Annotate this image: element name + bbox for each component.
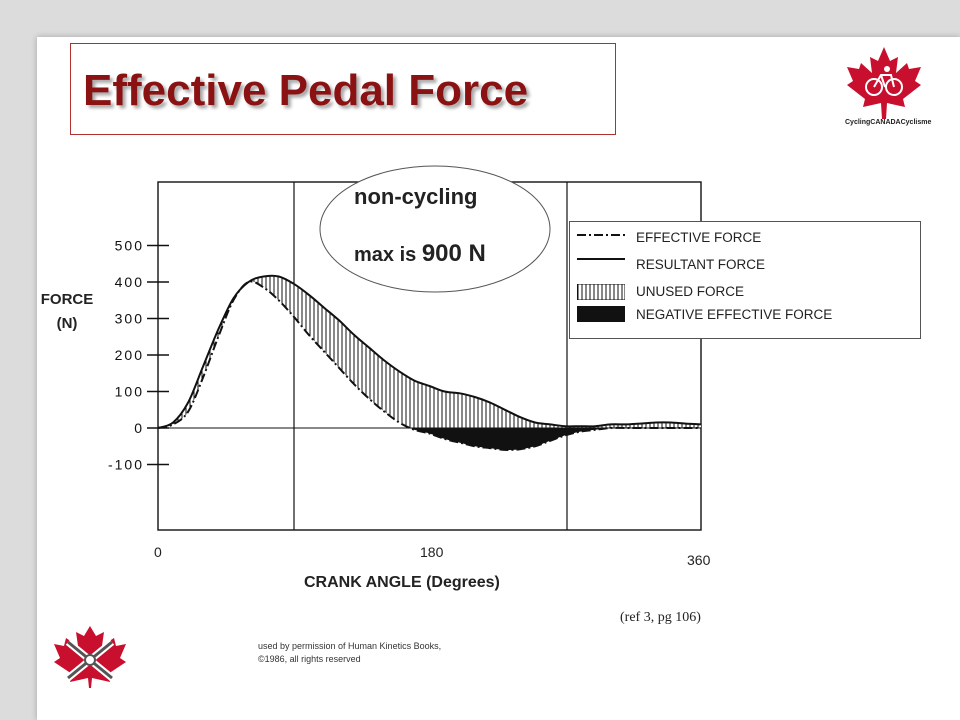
- legend-negative-label: NEGATIVE EFFECTIVE FORCE: [636, 307, 833, 322]
- slide: Effective Pedal Force CyclingCANADACycli…: [37, 37, 960, 720]
- x-axis-label: CRANK ANGLE (Degrees): [304, 574, 500, 591]
- legend-effective-symbol: [577, 234, 625, 236]
- legend-effective-label: EFFECTIVE FORCE: [636, 230, 762, 245]
- y-axis-label-line1: FORCE: [40, 291, 94, 308]
- unused-force-area: [158, 275, 701, 450]
- legend: EFFECTIVE FORCE RESULTANT FORCE UNUSED F…: [569, 221, 921, 339]
- note-line2: max is 900 N: [354, 240, 486, 268]
- slide-title: Effective Pedal Force: [83, 66, 529, 115]
- title-box: Effective Pedal Force: [70, 43, 616, 135]
- resultant-force-line: [157, 274, 702, 429]
- note-ellipse: [319, 165, 551, 293]
- y-ticks: 500 400 300 200 100 0 -100: [108, 238, 169, 473]
- cycling-canada-logo-icon: [847, 47, 921, 119]
- y-axis-label-line2: (N): [56, 315, 78, 332]
- y-tick-label: 200: [115, 347, 144, 363]
- legend-unused-label: UNUSED FORCE: [636, 284, 745, 299]
- reference-note: (ref 3, pg 106): [620, 610, 701, 625]
- permission-line1: used by permission of Human Kinetics Boo…: [258, 641, 442, 651]
- y-tick-label: 400: [115, 274, 144, 290]
- note-line1: non-cycling: [354, 184, 478, 209]
- legend-negative-symbol: [577, 306, 625, 322]
- y-tick-label: 300: [115, 311, 144, 327]
- legend-unused-symbol: [577, 284, 625, 300]
- force-chart: 500 400 300 200 100 0 -100: [108, 181, 702, 531]
- x-tick-label-0: 0: [154, 544, 162, 560]
- legend-resultant-symbol: [577, 258, 625, 260]
- x-tick-label-360: 360: [687, 552, 711, 568]
- negative-effective-force-area: [410, 428, 611, 450]
- logo-text: CyclingCANADACyclisme: [845, 119, 932, 126]
- y-tick-label: 0: [134, 420, 144, 436]
- legend-resultant-label: RESULTANT FORCE: [636, 257, 766, 272]
- x-tick-label-180: 180: [420, 544, 444, 560]
- bottom-logo-icon: [54, 626, 126, 688]
- permission-note: used by permission of Human Kinetics Boo…: [258, 640, 508, 666]
- effective-force-line: [157, 280, 701, 451]
- y-axis-label: FORCE (N): [37, 288, 97, 336]
- permission-line2: ©1986, all rights reserved: [258, 654, 361, 664]
- y-tick-label: -100: [108, 457, 144, 473]
- note-prefix: max is: [354, 244, 417, 266]
- note-value: 900 N: [421, 240, 486, 267]
- y-tick-label: 500: [115, 238, 144, 254]
- y-tick-label: 100: [115, 384, 144, 400]
